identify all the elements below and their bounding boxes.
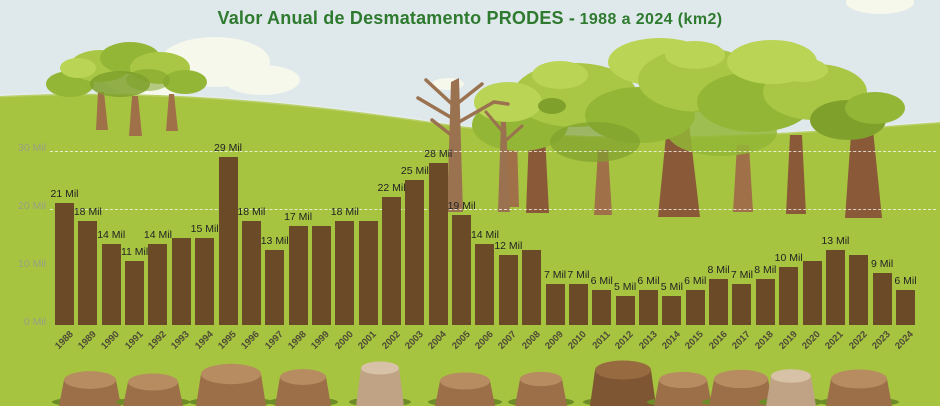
bar-2007 xyxy=(498,255,518,325)
bar-value-label: 29 Mil xyxy=(214,141,243,154)
stump-icon xyxy=(116,373,190,406)
stump-icon xyxy=(819,369,899,406)
bar-value-label: 18 Mil xyxy=(330,205,359,218)
bar-value-label: 6 Mil xyxy=(590,275,613,288)
bar-value-label: 17 Mil xyxy=(284,211,313,224)
bar-2002 xyxy=(382,197,402,325)
y-axis-tick: 0 Mil xyxy=(23,316,46,328)
stump-icon xyxy=(52,371,128,406)
gridline-30 xyxy=(50,151,936,152)
stump-icon xyxy=(349,361,411,406)
title-range: 1988 a 2024 (km2) xyxy=(579,11,723,28)
bar-1997 xyxy=(265,249,285,325)
bar-2006 xyxy=(475,243,495,325)
stump-icon xyxy=(428,372,502,406)
stump-icon xyxy=(189,363,273,406)
bar-value-label: 21 Mil xyxy=(50,188,79,201)
bar-1989 xyxy=(78,220,98,325)
bar-2012 xyxy=(615,296,635,325)
bar-2013 xyxy=(639,290,658,325)
bar-2000 xyxy=(335,220,355,325)
bar-2015 xyxy=(685,290,705,325)
bar-value-label: 13 Mil xyxy=(821,234,850,247)
stump-icon xyxy=(702,369,780,406)
gridline-20 xyxy=(50,209,936,210)
bar-2017 xyxy=(732,284,752,325)
bar-2004 xyxy=(428,162,448,325)
bar-2005 xyxy=(452,214,472,325)
bar-value-label: 14 Mil xyxy=(470,228,499,241)
y-axis-tick: 10 Mil xyxy=(17,258,46,270)
stumps-row xyxy=(52,360,899,406)
bar-value-label: 12 Mil xyxy=(494,240,523,253)
forest-trees xyxy=(472,38,905,218)
bar-2001 xyxy=(358,220,378,325)
y-axis-tick: 20 Mil xyxy=(17,200,46,212)
bar-value-label: 18 Mil xyxy=(73,205,102,218)
bar-1990 xyxy=(101,243,121,325)
bar-2024 xyxy=(895,290,915,325)
bar-value-label: 9 Mil xyxy=(871,257,894,270)
bar-1988 xyxy=(55,203,74,325)
bar-2021 xyxy=(825,249,845,325)
bar-value-label: 8 Mil xyxy=(707,263,730,276)
bar-value-label: 7 Mil xyxy=(543,269,567,282)
bar-1995 xyxy=(218,156,238,325)
bar-value-label: 22 Mil xyxy=(377,182,406,195)
stump-icon xyxy=(508,371,574,406)
bar-1992 xyxy=(148,243,168,325)
bar-2011 xyxy=(592,290,612,325)
bar-value-label: 6 Mil xyxy=(894,275,917,288)
chart-title: Valor Anual de Desmatamento PRODES - 198… xyxy=(0,8,940,29)
bar-2016 xyxy=(709,278,729,325)
title-main: Valor Anual de Desmatamento PRODES - xyxy=(217,8,576,28)
bar-2019 xyxy=(779,267,799,325)
bar-value-label: 28 Mil xyxy=(424,147,453,160)
bar-1993 xyxy=(171,238,191,325)
bar-2020 xyxy=(802,261,822,325)
dead-tree-icon xyxy=(416,78,566,212)
bar-1998 xyxy=(288,226,308,325)
bar-value-label: 8 Mil xyxy=(754,263,777,276)
bar-1994 xyxy=(195,238,215,325)
bar-value-label: 14 Mil xyxy=(97,228,126,241)
bar-2022 xyxy=(849,255,869,325)
bar-value-label: 14 Mil xyxy=(143,228,172,241)
bar-2003 xyxy=(405,180,425,325)
bar-value-label: 7 Mil xyxy=(567,269,590,282)
bar-2014 xyxy=(662,296,682,325)
bar-1996 xyxy=(241,220,261,325)
bar-value-label: 19 Mil xyxy=(447,199,476,212)
tree-icon xyxy=(46,42,207,136)
bar-2023 xyxy=(872,272,892,325)
bar-2010 xyxy=(568,284,588,325)
y-axis-tick: 30 Mil xyxy=(17,142,46,154)
bar-value-label: 25 Mil xyxy=(400,165,429,177)
stump-icon xyxy=(647,371,719,406)
bar-value-label: 11 Mil xyxy=(120,246,149,259)
stump-icon xyxy=(759,369,823,406)
stump-icon xyxy=(268,369,338,406)
bar-2008 xyxy=(522,249,542,325)
stump-icon xyxy=(583,360,663,406)
bar-value-label: 13 Mil xyxy=(260,234,289,247)
bar-value-label: 5 Mil xyxy=(614,281,637,293)
bar-2018 xyxy=(755,278,775,325)
bar-value-label: 7 Mil xyxy=(730,269,754,282)
bar-2009 xyxy=(545,284,565,325)
bar-1999 xyxy=(311,226,331,325)
bar-value-label: 18 Mil xyxy=(237,205,266,218)
bar-1991 xyxy=(125,261,145,325)
bar-value-label: 6 Mil xyxy=(684,275,707,288)
cloud-icon xyxy=(846,0,914,14)
bar-value-label: 15 Mil xyxy=(190,223,219,235)
bar-value-label: 5 Mil xyxy=(660,281,683,293)
bar-value-label: 6 Mil xyxy=(637,275,660,288)
bar-value-label: 10 Mil xyxy=(774,252,803,264)
